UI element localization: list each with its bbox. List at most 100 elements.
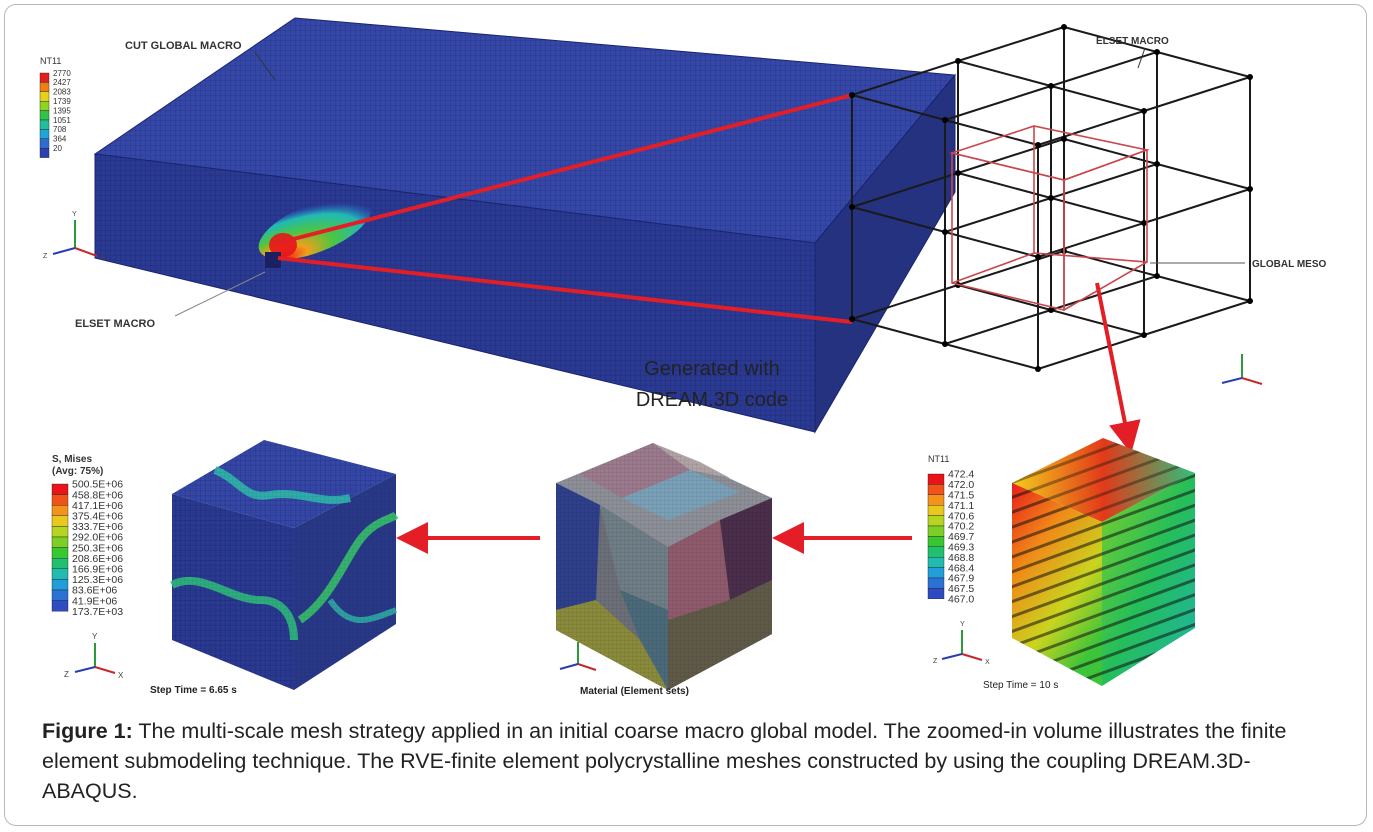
legend-stress-value: 166.9E+06 (72, 563, 123, 575)
wireframe-edge (944, 119, 1039, 146)
legend-top-swatch (39, 72, 50, 83)
wireframe-node (1048, 307, 1054, 313)
legend-rve-swatch (927, 525, 945, 537)
wireframe-node (849, 316, 855, 322)
triad-rve: Y X Z (933, 621, 990, 666)
legend-top-value: 2770 (53, 69, 71, 78)
legend-stress-value: 208.6E+06 (72, 553, 123, 565)
wireframe-node (955, 170, 961, 176)
label-cut-global-macro: CUT GLOBAL MACRO (125, 40, 242, 52)
legend-stress-value: 458.8E+06 (72, 489, 123, 501)
legend-stress-swatch (51, 526, 69, 538)
legend-stress-swatch (51, 600, 69, 612)
material-cube (556, 443, 772, 690)
wireframe-edge (1050, 163, 1158, 199)
legend-rve-value: 469.7 (948, 531, 974, 543)
wireframe-node (942, 117, 948, 123)
wireframe-node (1141, 332, 1147, 338)
triad-top-right (1221, 354, 1263, 385)
wireframe-edge (851, 206, 946, 233)
legend-top-value: 20 (53, 144, 62, 153)
generated-note: Generated with DREAM.3D code (612, 354, 812, 416)
dream3d-code-line: DREAM.3D code (635, 389, 789, 411)
legend-top-swatch (39, 110, 50, 121)
legend-rve-swatch (927, 567, 945, 579)
wireframe-edge (1143, 300, 1251, 336)
triad-material (559, 642, 597, 671)
wireframe-node (1061, 24, 1067, 30)
legend-stress-subtitle: (Avg: 75%) (52, 466, 103, 477)
wireframe-node (1154, 161, 1160, 167)
legend-rve-swatch (927, 515, 945, 527)
legend-rve-value: 468.4 (948, 562, 974, 574)
wireframe-node (1247, 298, 1253, 304)
legend-rve-swatch (927, 494, 945, 506)
legend-stress-swatch (51, 558, 69, 570)
wireframe-edge (1063, 250, 1158, 277)
wireframe-node (849, 204, 855, 210)
legend-top-swatch (39, 138, 50, 149)
wireframe-edge (851, 284, 959, 320)
legend-top-value: 2427 (53, 78, 71, 87)
legend-rve-value: 472.4 (948, 469, 974, 481)
wireframe-node (1154, 273, 1160, 279)
legend-stress-title: S, Mises (52, 454, 92, 465)
legend-stress-value: 333.7E+06 (72, 521, 123, 533)
wireframe-node (1035, 366, 1041, 372)
figure-caption: Figure 1: The multi-scale mesh strategy … (42, 716, 1342, 806)
wireframe-node (955, 58, 961, 64)
wireframe-edge (957, 26, 1065, 62)
macro-slab (93, 17, 956, 434)
legend-rve-swatch (927, 484, 945, 495)
wireframe-edge (1050, 51, 1158, 87)
wireframe-edge (1050, 309, 1145, 336)
legend-stress-value: 375.4E+06 (72, 510, 123, 522)
legend-stress-value: 292.0E+06 (72, 532, 123, 544)
wireframe-node (849, 92, 855, 98)
legend-stress-swatch (51, 568, 69, 580)
svg-text:Y: Y (960, 621, 965, 628)
legend-stress-swatch (51, 494, 69, 506)
legend-stress-swatch (51, 589, 69, 601)
leader-elset-macro-right (1137, 47, 1146, 69)
legend-rve-swatch (927, 588, 945, 600)
wireframe-edge (851, 60, 959, 96)
wireframe-node (1154, 49, 1160, 55)
legend-stress-value: 41.9E+06 (72, 595, 117, 607)
legend-rve-value: 467.9 (948, 573, 974, 585)
legend-rve-title: NT11 (928, 454, 949, 464)
legend-stress-swatch (51, 579, 69, 591)
legend-top-value: 1395 (53, 106, 71, 115)
arrow-down-to-rve (1095, 282, 1141, 454)
legend-rve-value: 468.8 (948, 552, 974, 564)
legend-top-value: 1739 (53, 97, 71, 106)
legend-stress-value: 250.3E+06 (72, 542, 123, 554)
label-elset-macro-left: ELSET MACRO (75, 318, 156, 330)
legend-rve: NT11 472.4472.0471.5471.1470.6470.2469.7… (927, 454, 974, 605)
label-material-sets: Material (Element sets) (580, 686, 689, 697)
legend-stress-value: 500.5E+06 (72, 479, 123, 491)
legend-top-value: 1051 (53, 116, 71, 125)
wireframe-node (942, 341, 948, 347)
wireframe-edge (944, 309, 1052, 345)
legend-top-value: 708 (53, 125, 67, 134)
wireframe-node (1141, 108, 1147, 114)
legend-top-swatch (39, 129, 50, 139)
wireframe-edge (957, 172, 1052, 199)
caption-text: The multi-scale mesh strategy applied in… (42, 719, 1287, 803)
svg-text:Z: Z (933, 658, 938, 665)
legend-top-value: 2083 (53, 88, 71, 97)
wireframe-node (1035, 254, 1041, 260)
legend-stress-value: 173.7E+03 (72, 606, 123, 618)
legend-rve-value: 471.5 (948, 489, 974, 501)
wireframe-edge (957, 138, 1065, 174)
legend-top-swatch (39, 100, 50, 111)
svg-text:X: X (985, 659, 990, 666)
legend-top-swatch (39, 91, 50, 102)
legend-stress-swatch (51, 505, 69, 517)
wireframe-edge (1143, 188, 1251, 224)
svg-text:X: X (101, 255, 106, 262)
zoom-line-lower (277, 256, 853, 324)
wireframe-edge (851, 94, 946, 121)
